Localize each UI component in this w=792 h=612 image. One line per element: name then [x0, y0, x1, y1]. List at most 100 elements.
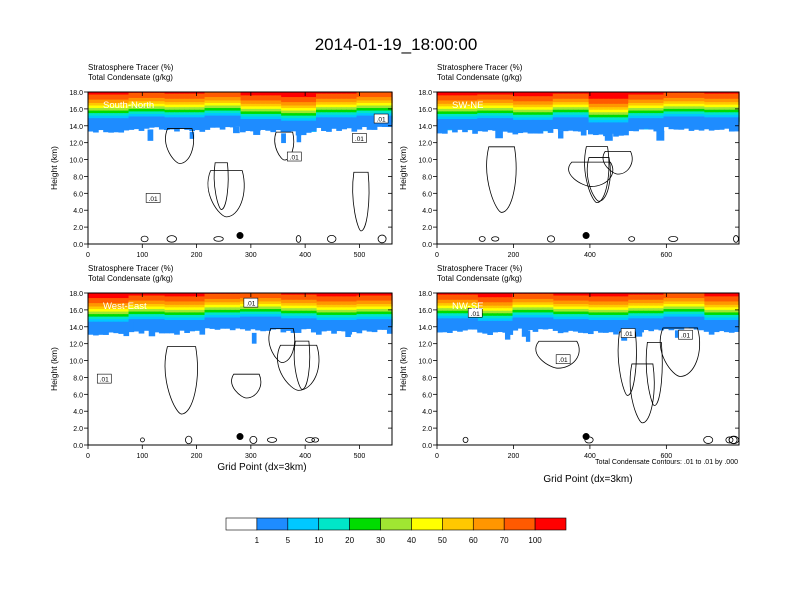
tracer-cell: [648, 318, 655, 332]
contour-label-box: [243, 297, 259, 308]
tracer-cell: [593, 122, 599, 136]
tracer-cell: [492, 320, 498, 333]
tracer-cell: [310, 120, 317, 132]
y-tick-label: 2.0: [73, 426, 83, 433]
y-tick-label: 0.0: [73, 443, 83, 450]
surface-contour: [326, 234, 337, 243]
tracer-cell: [728, 117, 735, 132]
tracer-cell: [260, 119, 266, 130]
panel-label: West-East: [103, 301, 147, 312]
y-tick-label: 14.0: [418, 325, 432, 332]
tracer-cell: [164, 117, 170, 130]
tracer-cell: [316, 117, 322, 128]
tracer-cell: [245, 119, 251, 132]
tracer-cell: [542, 119, 549, 131]
condensate-blob: [189, 131, 195, 139]
tracer-cell: [346, 320, 353, 335]
tracer-cell: [290, 120, 297, 132]
tracer-cell: [113, 118, 119, 133]
tracer-cell: [492, 118, 498, 131]
tracer-cell: [229, 317, 236, 331]
colorbar-level-label: 5: [286, 536, 291, 545]
contour-label: .01: [373, 113, 389, 124]
y-tick-label: 2.0: [422, 225, 432, 232]
plot-frame: [87, 292, 393, 446]
panel-header-tracer: Stratosphere Tracer (%): [88, 264, 174, 273]
location-marker: [236, 433, 244, 441]
tracer-cell: [174, 320, 180, 335]
y-tick-label: 16.0: [69, 308, 83, 315]
tracer-cell: [326, 320, 332, 331]
tracer-cell: [158, 116, 165, 130]
surface-contour: [728, 435, 738, 444]
colorbar-level-label: 20: [345, 536, 354, 545]
contour-label: .01: [96, 373, 112, 384]
tracer-cell: [477, 118, 483, 132]
x-axis-label-left: Grid Point (dx=3km): [217, 462, 306, 473]
tracer-cell: [487, 118, 493, 131]
condensate-blob: [521, 324, 529, 337]
tracer-cell: [280, 318, 287, 333]
condensate-blob: [125, 322, 134, 332]
tracer-cell: [457, 318, 463, 332]
tracer-cell: [199, 117, 206, 132]
colorbar-level-label: 40: [407, 536, 416, 545]
colorbar-swatch: [411, 517, 443, 531]
y-tick-label: 16.0: [418, 308, 432, 315]
tracer-cell: [143, 319, 150, 331]
surface-contour: [628, 236, 636, 242]
y-tick-label: 8.0: [422, 174, 432, 181]
colorbar-swatch: [318, 517, 350, 531]
y-tick-label: 12.0: [418, 342, 432, 349]
tracer-cell: [128, 116, 135, 130]
y-tick-label: 6.0: [73, 392, 83, 399]
tracer-cell: [224, 115, 231, 128]
panel-label: South-North: [103, 100, 154, 111]
tracer-cell: [224, 317, 231, 329]
x-tick-label: 200: [508, 252, 520, 259]
x-tick-label: 200: [508, 453, 520, 460]
tracer-cell: [537, 119, 544, 134]
tracer-cell: [688, 116, 695, 131]
contour-label-box: [678, 329, 693, 340]
x-tick-label: 400: [584, 453, 596, 460]
tracer-cell: [331, 117, 337, 129]
contour-label-box: [620, 328, 636, 338]
tracer-cell: [143, 116, 150, 129]
tracer-cell: [577, 117, 584, 132]
surface-contour: [733, 235, 739, 243]
tracer-cell: [633, 118, 639, 132]
location-marker: [582, 433, 590, 441]
tracer-cell: [497, 118, 504, 130]
condensate-blob: [148, 328, 156, 337]
tracer-cell: [608, 122, 614, 134]
tracer-field: [88, 293, 393, 337]
contour-label-text: .01: [624, 331, 633, 338]
tracer-cell: [305, 318, 312, 329]
y-tick-label: 12.0: [69, 141, 83, 148]
tracer-cell: [275, 316, 282, 330]
y-tick-label: 8.0: [422, 375, 432, 382]
tracer-cell: [326, 117, 332, 132]
tracer-cell: [693, 316, 700, 330]
tracer-cell: [250, 316, 256, 330]
contour-line: [586, 157, 611, 202]
y-tick-label: 4.0: [422, 409, 432, 416]
tracer-cell: [447, 119, 453, 130]
tracer-cell: [517, 317, 524, 329]
colorbar-swatch: [256, 517, 289, 531]
tracer-cell: [240, 119, 246, 133]
tracer-cell: [300, 120, 307, 136]
y-tick-label: 4.0: [422, 208, 432, 215]
x-tick-label: 500: [354, 252, 366, 259]
tracer-cell: [321, 320, 327, 332]
colorbar-swatch: [534, 517, 567, 531]
tracer-cell: [713, 117, 720, 130]
contour-label-text: .01: [149, 196, 158, 203]
surface-contour: [213, 236, 224, 242]
tracer-field: [437, 293, 740, 335]
tracer-cell: [522, 119, 529, 133]
tracer-cell: [88, 321, 94, 335]
contour-label-box: [96, 373, 112, 384]
tracer-cell: [477, 320, 483, 333]
